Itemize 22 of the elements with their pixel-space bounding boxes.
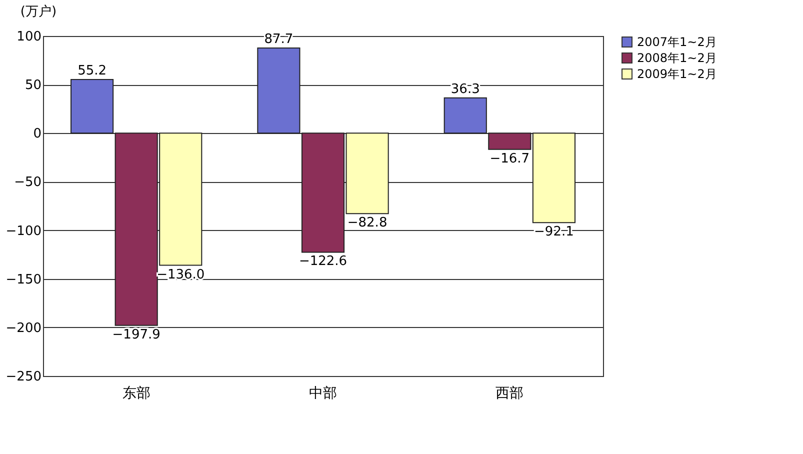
y-tick-label: −250 bbox=[6, 370, 42, 384]
x-tick-label: 中部 bbox=[309, 386, 337, 402]
legend-label: 2009年1~2月 bbox=[637, 67, 717, 81]
y-tick-label: 0 bbox=[33, 126, 42, 142]
y-tick-label: −100 bbox=[6, 224, 42, 239]
y-axis-title: (万户) bbox=[20, 4, 57, 20]
y-tick-label: −200 bbox=[6, 320, 42, 336]
y-tick-label: −50 bbox=[14, 175, 42, 190]
x-tick-label: 东部 bbox=[122, 386, 150, 402]
data-label: −136.0 bbox=[156, 267, 205, 282]
x-tick-label: 西部 bbox=[496, 386, 524, 402]
data-label: −197.9 bbox=[112, 327, 160, 342]
data-label: −16.7 bbox=[490, 151, 530, 166]
legend-label: 2008年1~2月 bbox=[637, 51, 717, 65]
y-tick-label: 50 bbox=[24, 78, 42, 94]
data-label: 36.3 bbox=[450, 82, 480, 97]
data-label: −82.8 bbox=[347, 216, 388, 231]
legend-label: 2007年1~2月 bbox=[637, 35, 717, 49]
y-tick-label: 100 bbox=[16, 30, 42, 44]
data-label: 55.2 bbox=[78, 64, 107, 79]
y-tick-label: −150 bbox=[6, 272, 42, 288]
data-label: −122.6 bbox=[298, 254, 348, 270]
